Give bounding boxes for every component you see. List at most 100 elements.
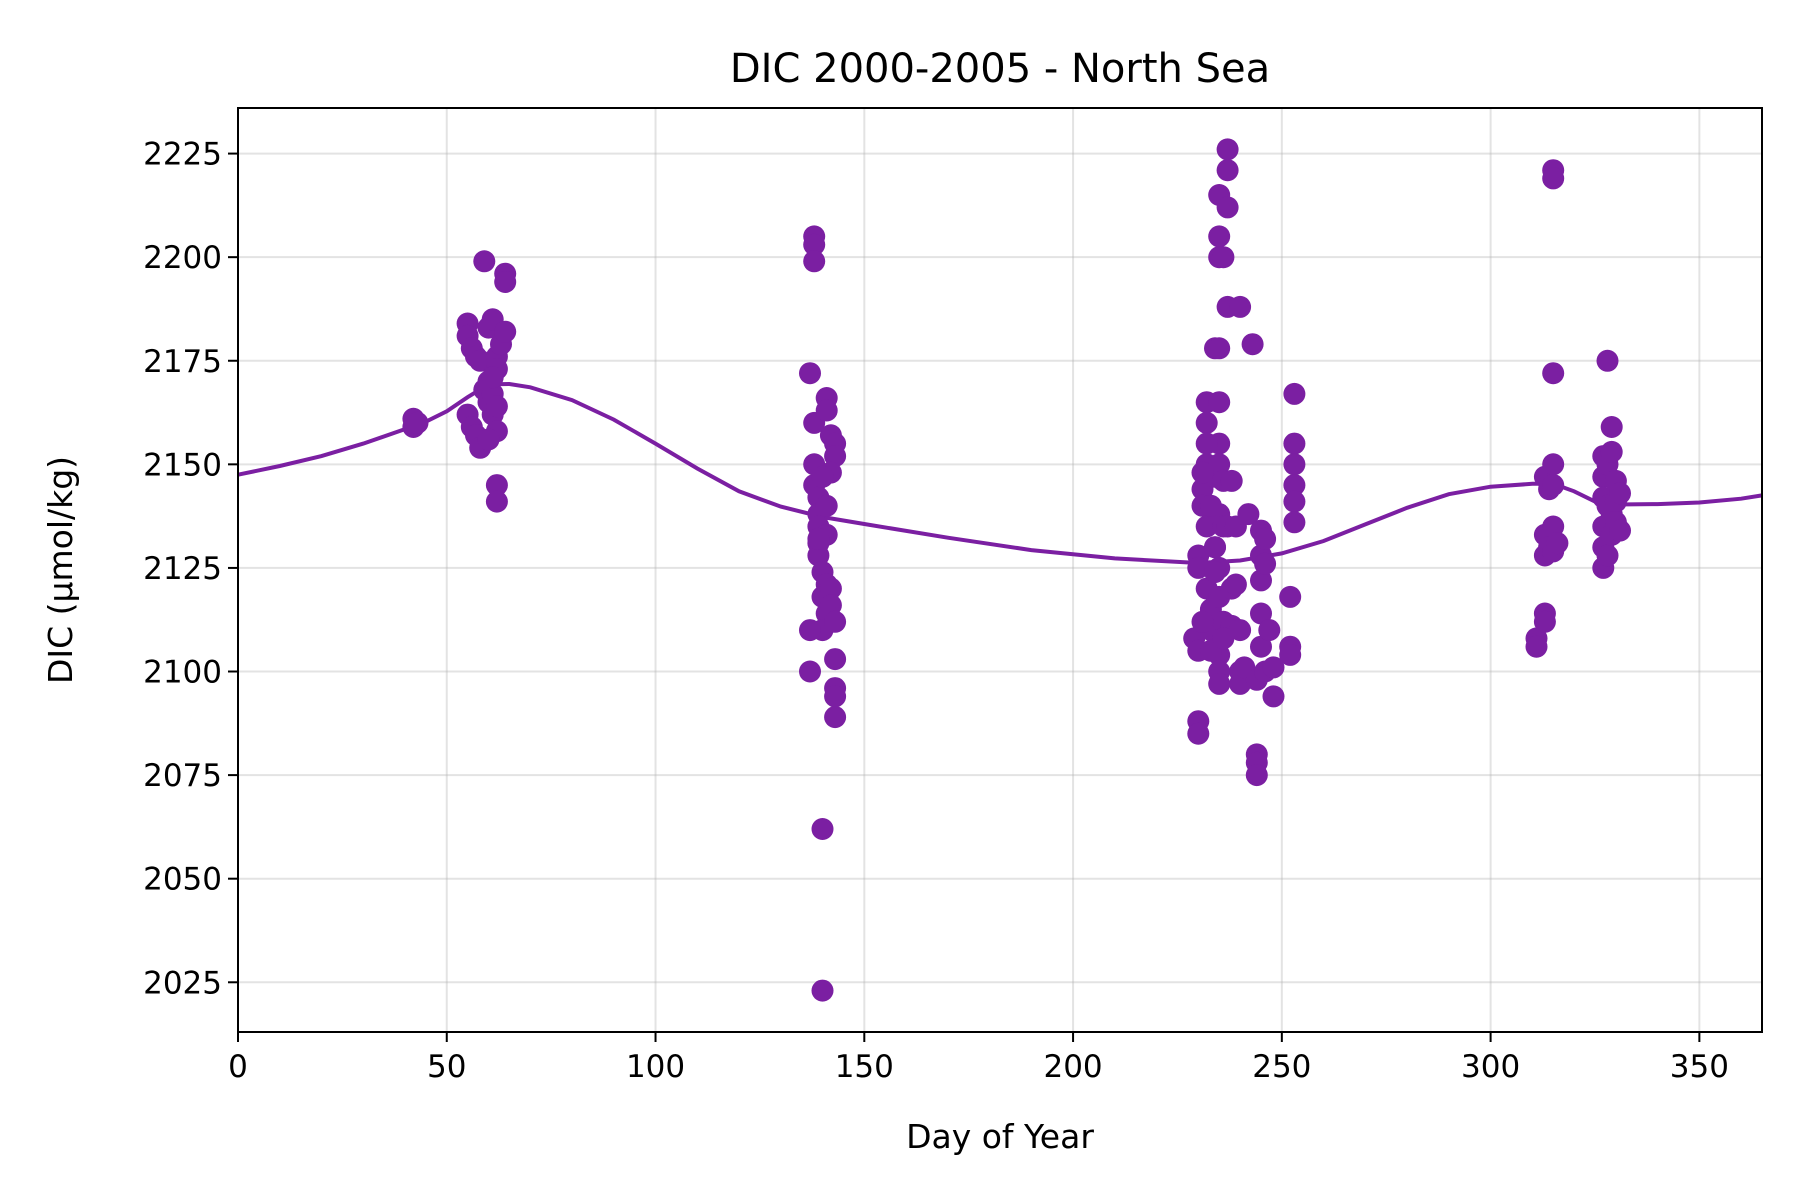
scatter-point [824, 610, 847, 633]
plot-frame [237, 107, 1763, 1033]
y-axis-ticks: 2025 2050 2075 2100 2125 2150 2175 2200 2225 [143, 137, 238, 1001]
scatter-point [799, 362, 821, 385]
scatter-point [1542, 515, 1565, 538]
y-tick-label: 2175 [143, 344, 222, 380]
scatter-point [824, 706, 847, 729]
fit-line-layer [237, 381, 1763, 566]
scatter-point [1199, 494, 1222, 517]
scatter-point [1283, 511, 1306, 534]
scatter-point [406, 411, 429, 434]
y-axis-title: DIC (µmol/kg) [41, 456, 80, 684]
scatter-point [1283, 474, 1306, 497]
y-tick-label: 2025 [143, 965, 222, 1001]
scatter-point [807, 544, 830, 567]
scatter-point [1254, 527, 1277, 550]
scatter-point [1212, 246, 1235, 269]
scatter-point [811, 979, 834, 1002]
scatter-point [1542, 474, 1565, 497]
scatter-point [824, 648, 847, 671]
scatter-point [824, 445, 847, 468]
scatter-point [1600, 440, 1623, 463]
y-tick-label: 2200 [143, 240, 222, 276]
scatter-point [1195, 411, 1218, 434]
scatter-point [477, 428, 500, 451]
scatter-point [1258, 619, 1281, 642]
scatter-point [1229, 619, 1252, 642]
x-tick-label: 50 [427, 1049, 466, 1085]
scatter-point [1283, 490, 1306, 513]
grid-layer [237, 108, 1762, 1032]
scatter-point [1212, 627, 1235, 650]
scatter-point [1208, 672, 1231, 695]
x-tick-label: 0 [228, 1049, 248, 1085]
scatter-point [1229, 672, 1252, 695]
y-tick-label: 2050 [143, 862, 222, 898]
scatter-point [1208, 453, 1231, 476]
scatter-point [485, 474, 508, 497]
scatter-point [1262, 656, 1285, 679]
scatter-point [1283, 432, 1306, 455]
scatter-point [494, 320, 517, 343]
scatter-point [1600, 416, 1623, 438]
scatter-point [1542, 167, 1565, 190]
x-tick-label: 300 [1461, 1049, 1520, 1085]
scatter-point [1208, 391, 1231, 414]
scatter-point [1609, 482, 1631, 505]
scatter-point [807, 527, 830, 550]
scatter-point [494, 271, 517, 293]
scatter-point [469, 349, 492, 372]
x-tick-label: 150 [835, 1049, 894, 1085]
chart-title: DIC 2000-2005 - North Sea [730, 46, 1270, 92]
scatter-point [799, 660, 821, 683]
scatter-point [1195, 432, 1218, 455]
scatter-point [1596, 544, 1619, 567]
scatter-point [1216, 159, 1239, 182]
scatter-point [1220, 469, 1243, 492]
y-tick-label: 2225 [143, 137, 222, 173]
scatter-point [1191, 610, 1214, 633]
scatter-point [1187, 556, 1210, 579]
scatter-point [811, 465, 834, 488]
scatter-point [815, 494, 838, 517]
scatter-point [1191, 461, 1214, 484]
scatter-point [473, 250, 496, 273]
scatter-point [1279, 643, 1302, 666]
scatter-point [1596, 349, 1619, 372]
scatter-point [1546, 532, 1569, 555]
x-tick-label: 200 [1043, 1049, 1102, 1085]
y-tick-label: 2100 [143, 655, 222, 691]
scatter-point [803, 233, 826, 256]
scatter-point [485, 490, 508, 513]
scatter-point [1542, 453, 1565, 476]
scatter-point [1250, 635, 1272, 658]
scatter-point [1283, 453, 1306, 476]
scatter-point [1208, 337, 1231, 360]
scatter-point [803, 250, 826, 273]
scatter-point [1229, 295, 1252, 318]
x-axis-title: Day of Year [906, 1117, 1094, 1156]
scatter-point [1250, 569, 1272, 592]
scatter-point [1216, 196, 1239, 219]
scatter-point [1204, 536, 1226, 559]
scatter-point [819, 577, 842, 600]
scatter-point [1245, 764, 1268, 787]
scatter-point [1525, 635, 1548, 658]
scatter-point [1533, 610, 1556, 633]
scatter-point [1204, 561, 1226, 584]
scatter-point [799, 619, 821, 642]
x-axis-ticks: 0 50 100 150 200 250 300 350 [228, 1032, 1729, 1085]
x-tick-label: 100 [626, 1049, 685, 1085]
scatter-point [1187, 722, 1210, 745]
scatter-point [481, 366, 504, 389]
scatter-points-layer [402, 138, 1631, 1002]
scatter-point [1224, 573, 1247, 596]
y-tick-label: 2125 [143, 551, 222, 587]
x-tick-label: 350 [1670, 1049, 1729, 1085]
scatter-point [1283, 382, 1306, 405]
scatter-point [1254, 552, 1277, 575]
scatter-point [1250, 602, 1272, 625]
scatter-point [819, 594, 842, 617]
scatter-point [1279, 585, 1302, 608]
